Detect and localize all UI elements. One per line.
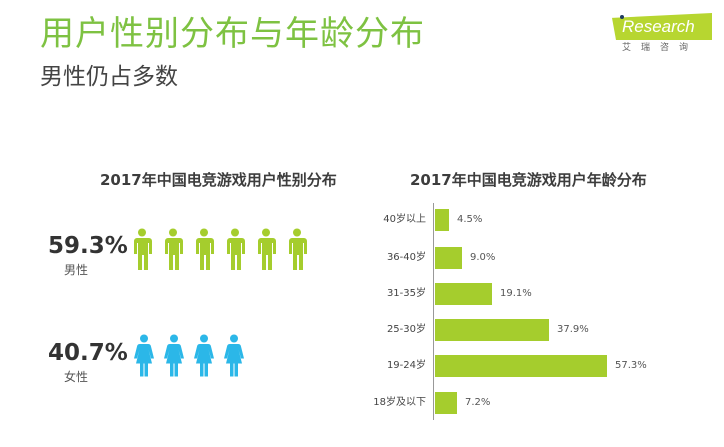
age-bar-row: 36-40岁 9.0% xyxy=(360,247,700,269)
male-person-icon xyxy=(165,228,183,270)
age-bar-row: 19-24岁 57.3% xyxy=(360,355,700,377)
age-chart-axis xyxy=(433,203,434,420)
logo-dot-icon xyxy=(620,15,624,19)
age-chart-title: 2017年中国电竞游戏用户年龄分布 xyxy=(410,171,647,189)
age-bar xyxy=(435,247,462,269)
age-bar xyxy=(435,319,549,341)
age-value-label: 57.3% xyxy=(615,360,647,371)
male-person-icon xyxy=(289,228,307,270)
age-bar-row: 31-35岁 19.1% xyxy=(360,283,700,305)
male-pictogram xyxy=(131,228,308,272)
age-value-label: 37.9% xyxy=(557,324,589,335)
age-category-label: 40岁以上 xyxy=(383,214,426,225)
female-person-icon xyxy=(134,334,154,377)
age-category-label: 19-24岁 xyxy=(386,360,426,371)
age-value-label: 9.0% xyxy=(470,252,496,263)
age-bar-row: 25-30岁 37.9% xyxy=(360,319,700,341)
page-title: 用户性别分布与年龄分布 xyxy=(40,14,425,54)
male-percentage: 59.3% xyxy=(48,233,128,259)
logo-brand-text: Research xyxy=(622,17,695,36)
female-person-icon xyxy=(164,334,184,377)
age-bar xyxy=(435,392,457,414)
male-label: 男性 xyxy=(64,263,89,277)
male-person-icon xyxy=(134,228,152,270)
age-bar xyxy=(435,355,607,377)
age-value-label: 19.1% xyxy=(500,288,532,299)
male-person-icon xyxy=(227,228,245,270)
female-label: 女性 xyxy=(64,370,89,384)
female-percentage: 40.7% xyxy=(48,340,128,366)
gender-chart-title: 2017年中国电竞游戏用户性别分布 xyxy=(100,171,337,189)
age-bar-row: 40岁以上 4.5% xyxy=(360,209,700,231)
female-person-icon xyxy=(194,334,214,377)
age-category-label: 25-30岁 xyxy=(386,324,426,335)
age-category-label: 36-40岁 xyxy=(386,252,426,263)
age-value-label: 7.2% xyxy=(465,397,491,408)
logo-badge xyxy=(612,13,712,40)
iresearch-logo: Research 艾瑞咨询 xyxy=(600,10,712,54)
male-person-icon xyxy=(196,228,214,270)
logo-cn-text: 艾瑞咨询 xyxy=(622,43,699,53)
age-bar xyxy=(435,209,449,231)
age-bar-row: 18岁及以下 7.2% xyxy=(360,392,700,414)
page-subtitle: 男性仍占多数 xyxy=(40,64,178,90)
male-person-icon xyxy=(258,228,276,270)
age-value-label: 4.5% xyxy=(457,214,483,225)
female-person-icon xyxy=(224,334,244,377)
age-category-label: 18岁及以下 xyxy=(373,397,426,408)
age-bar xyxy=(435,283,492,305)
female-pictogram xyxy=(133,334,245,378)
age-category-label: 31-35岁 xyxy=(386,288,426,299)
